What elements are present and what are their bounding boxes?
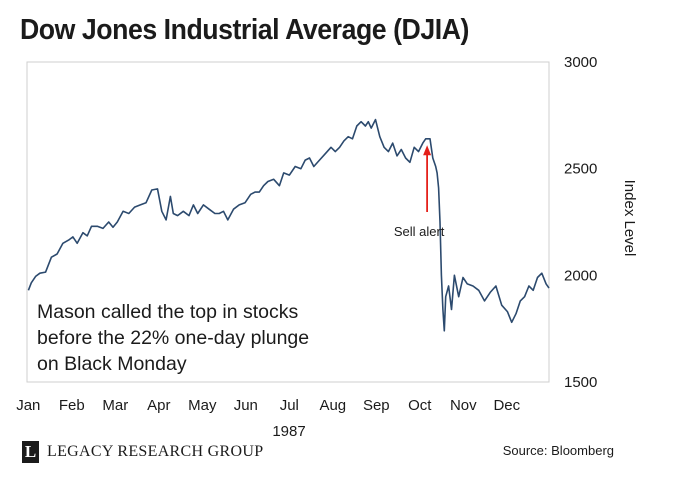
x-tick-label: Sep [363, 397, 390, 414]
x-tick-label: Dec [493, 397, 520, 414]
x-axis: Jan Feb Mar Apr May Jun Jul Aug Sep Oct Nov Dec [16, 397, 520, 414]
y-tick-label: 2000 [564, 267, 597, 284]
x-tick-label: Nov [450, 397, 477, 414]
x-axis-title: 1987 [272, 423, 305, 440]
x-tick-label: Jan [16, 397, 40, 414]
brand-name: LEGACY RESEARCH GROUP [47, 443, 264, 460]
callout-line-3: on Black Monday [37, 353, 187, 375]
x-tick-label: Oct [408, 397, 432, 414]
x-tick-label: Jun [234, 397, 258, 414]
sell-alert-label: Sell alert [394, 224, 445, 239]
series-line-djia [27, 118, 550, 332]
source-note: Source: Bloomberg [502, 443, 614, 458]
y-tick-label: 1500 [564, 374, 597, 391]
brand-logo-mark: L [22, 441, 39, 463]
y-tick-label: 3000 [564, 54, 597, 71]
callout-line-1: Mason called the top in stocks [37, 301, 298, 323]
x-tick-label: Feb [59, 397, 85, 414]
x-tick-label: Jul [280, 397, 299, 414]
y-tick-label: 2500 [564, 161, 597, 178]
x-tick-label: Mar [102, 397, 128, 414]
y-axis: 1500 2000 2500 3000 [564, 54, 597, 391]
plot-frame [26, 61, 550, 383]
y-axis-title: Index Level [621, 180, 638, 257]
callout-line-2: before the 22% one-day plunge [37, 327, 309, 349]
chart-title: Dow Jones Industrial Average (DJIA) [20, 14, 469, 46]
x-tick-label: Apr [147, 397, 170, 414]
x-tick-label: Aug [319, 397, 346, 414]
callout-box: Mason called the top in stocks before th… [37, 301, 309, 375]
sell-alert-arrowhead [423, 145, 432, 156]
x-tick-label: May [188, 397, 217, 414]
sell-alert-annotation: Sell alert [394, 145, 445, 239]
brand-logo: L LEGACY RESEARCH GROUP [22, 441, 263, 463]
